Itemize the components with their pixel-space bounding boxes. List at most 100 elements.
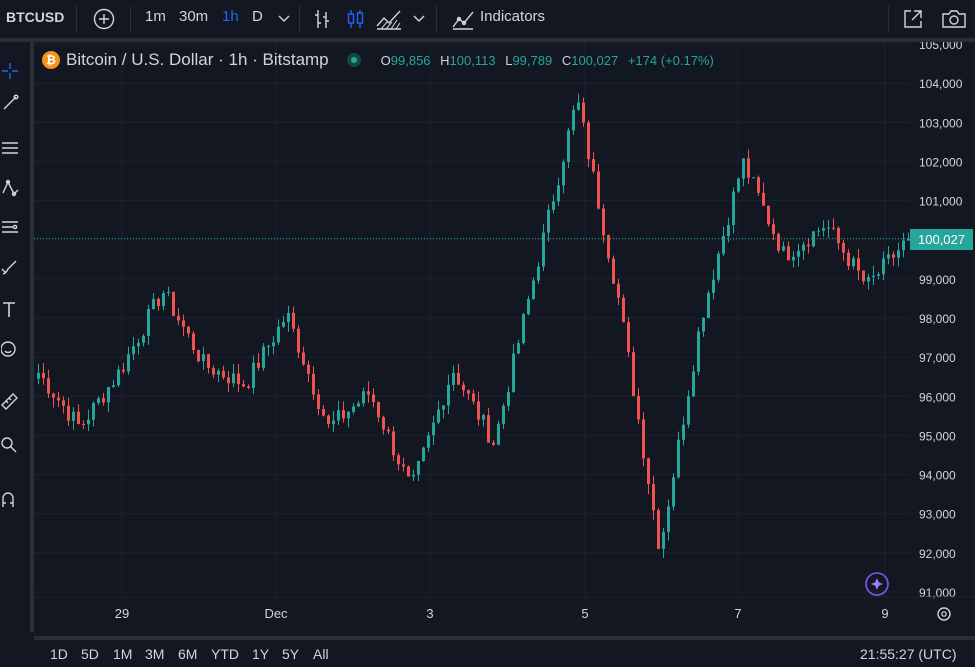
interval-1h-button[interactable]: 1h (222, 8, 239, 25)
candle-body (437, 409, 440, 423)
candle-body (827, 227, 830, 229)
candle-body (397, 455, 400, 465)
trend-line-icon[interactable] (0, 90, 20, 116)
price-tick-label: 98,000 (919, 312, 956, 326)
open-value: 99,856 (390, 52, 431, 68)
indicators-icon[interactable] (449, 5, 477, 33)
range-5d-button[interactable]: 5D (81, 646, 99, 662)
candle-body (237, 373, 240, 385)
candle-body (497, 423, 500, 445)
candle-body (592, 159, 595, 172)
candle-body (627, 322, 630, 353)
chevron-down-icon[interactable] (270, 5, 298, 33)
fib-retracement-icon[interactable] (0, 136, 20, 162)
candle-body (577, 102, 580, 110)
candle-body (762, 192, 765, 206)
indicators-button[interactable]: Indicators (480, 8, 546, 25)
range-1y-button[interactable]: 1Y (252, 646, 270, 662)
candle-body (822, 228, 825, 231)
area-style-icon[interactable] (375, 5, 403, 33)
toolbar-frame (0, 38, 975, 42)
range-ytd-button[interactable]: YTD (211, 646, 239, 662)
crosshair-icon[interactable] (0, 58, 20, 84)
price-tick-label: 95,000 (919, 429, 956, 443)
range-5y-button[interactable]: 5Y (282, 646, 300, 662)
symbol-search[interactable]: BTCUSD (6, 9, 65, 25)
prediction-icon[interactable] (0, 214, 20, 240)
market-status-icon[interactable] (346, 53, 361, 67)
candle-body (207, 354, 210, 369)
price-tick-label: 92,000 (919, 547, 956, 561)
candle-body (407, 466, 410, 477)
time-tick-label: 29 (115, 606, 129, 621)
candle-body (742, 158, 745, 179)
toolbar-divider (436, 6, 437, 32)
candle-body (542, 232, 545, 267)
candle-body (682, 424, 685, 440)
interval-d-button[interactable]: D (252, 8, 263, 25)
price-tick-label: 103,000 (919, 116, 963, 130)
candle-body (127, 354, 130, 372)
time-tick-label: Dec (264, 606, 288, 621)
price-axis: 105,000104,000103,000102,000101,000100,0… (919, 42, 963, 600)
pattern-icon[interactable] (0, 175, 20, 201)
interval-30m-button[interactable]: 30m (179, 8, 209, 25)
range-6m-button[interactable]: 6M (178, 646, 198, 662)
ai-assistant-icon (865, 572, 889, 596)
candle-body (327, 415, 330, 425)
brush-icon[interactable] (0, 254, 20, 280)
candle-style-icon[interactable] (342, 5, 370, 33)
candle-body (282, 322, 285, 327)
candle-body (657, 510, 660, 549)
range-3m-button[interactable]: 3M (145, 646, 165, 662)
price-chart[interactable]: 105,000 104,000 103,000 102,000 101,000 100,0… (34, 42, 975, 632)
range-1d-button[interactable]: 1D (50, 646, 68, 662)
candle-body (142, 335, 145, 343)
candle-body (292, 312, 295, 329)
bitcoin-logo: ₿ (42, 51, 60, 69)
candle-body (897, 250, 900, 258)
candle-body (882, 258, 885, 275)
candle-body (47, 378, 50, 394)
candle-body (247, 386, 250, 388)
price-tick-label: 99,000 (919, 273, 956, 287)
magnet-icon[interactable] (0, 486, 20, 512)
candle-body (892, 254, 895, 258)
candle-body (192, 333, 195, 351)
candle-body (57, 397, 60, 401)
fullscreen-icon[interactable] (899, 5, 927, 33)
camera-icon[interactable] (940, 5, 968, 33)
ruler-icon[interactable] (0, 388, 20, 414)
candle-body (352, 406, 355, 412)
zoom-icon[interactable] (0, 432, 20, 458)
candle-body (477, 401, 480, 420)
candle-body (222, 370, 225, 378)
change-value: +174 (+0.17%) (627, 52, 714, 68)
chevron-down-icon[interactable] (405, 5, 433, 33)
text-icon[interactable] (0, 296, 20, 322)
candle-body (707, 292, 710, 318)
range-all-button[interactable]: All (313, 646, 329, 662)
ohlc-values: O99,856 H100,113 L99,789 C100,027 +174 (… (380, 52, 714, 68)
emoji-icon[interactable] (0, 336, 20, 362)
bar-style-icon[interactable] (308, 5, 336, 33)
candle-body (907, 238, 910, 241)
symbol-title[interactable]: Bitcoin / U.S. Dollar · 1h · Bitstamp (66, 50, 329, 69)
candle-body (242, 384, 245, 387)
candle-body (302, 352, 305, 365)
candle-body (177, 315, 180, 321)
add-symbol-icon[interactable] (90, 5, 118, 33)
candle-body (162, 292, 165, 307)
candle-body (697, 331, 700, 372)
candle-body (737, 178, 740, 192)
candle-body (122, 369, 125, 372)
chart-grid (34, 42, 910, 597)
candle-body (332, 420, 335, 425)
utc-clock[interactable]: 21:55:27 (UTC) (860, 646, 957, 662)
interval-1m-button[interactable]: 1m (145, 8, 166, 25)
candle-body (267, 346, 270, 348)
date-range-bar: 1D 5D 1M 3M 6M YTD 1Y 5Y All 21:55:27 (U… (34, 636, 975, 667)
range-1m-button[interactable]: 1M (113, 646, 133, 662)
price-tick-label: 104,000 (919, 77, 963, 91)
candle-body (392, 431, 395, 456)
